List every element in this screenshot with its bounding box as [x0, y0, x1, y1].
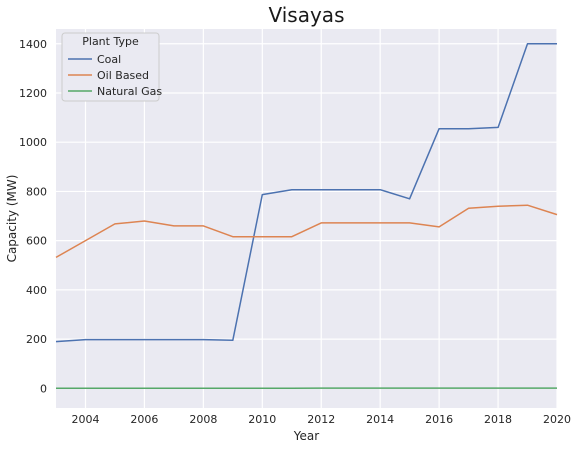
legend-title: Plant Type [82, 35, 139, 48]
y-tick-label: 1200 [19, 87, 47, 100]
chart-title: Visayas [269, 3, 345, 27]
x-tick-label: 2008 [189, 413, 217, 426]
x-tick-label: 2016 [425, 413, 453, 426]
legend-label: Coal [97, 53, 121, 66]
y-tick-label: 0 [40, 382, 47, 395]
legend-box [61, 32, 160, 102]
y-tick-label: 600 [26, 235, 47, 248]
y-tick-label: 1400 [19, 38, 47, 51]
x-tick-label: 2004 [71, 413, 99, 426]
y-axis-ticks: 0 200 400 600 800 1000 1200 1400 [19, 38, 47, 396]
legend-label: Natural Gas [97, 85, 162, 98]
x-tick-label: 2012 [307, 413, 335, 426]
legend-label: Oil Based [97, 69, 149, 82]
x-tick-label: 2014 [366, 413, 394, 426]
x-axis-ticks: 2004 2006 2008 2010 2012 2014 2016 2018 2020 [71, 413, 571, 426]
x-tick-label: 2006 [130, 413, 158, 426]
y-axis-label: Capacity (MW) [5, 175, 19, 263]
series-lines [55, 43, 558, 390]
x-tick-label: 2010 [248, 413, 276, 426]
y-tick-label: 200 [26, 333, 47, 346]
legend: Plant Type Coal Oil Based Natural Gas [61, 32, 162, 102]
x-tick-label: 2018 [484, 413, 512, 426]
y-tick-label: 800 [26, 185, 47, 198]
series-line-oil-based [55, 204, 558, 259]
x-tick-label: 2020 [543, 413, 571, 426]
y-tick-label: 400 [26, 284, 47, 297]
x-axis-label: Year [293, 429, 319, 443]
legend-items: Coal Oil Based Natural Gas [68, 53, 162, 98]
series-line-coal [55, 43, 557, 343]
y-tick-label: 1000 [19, 136, 47, 149]
